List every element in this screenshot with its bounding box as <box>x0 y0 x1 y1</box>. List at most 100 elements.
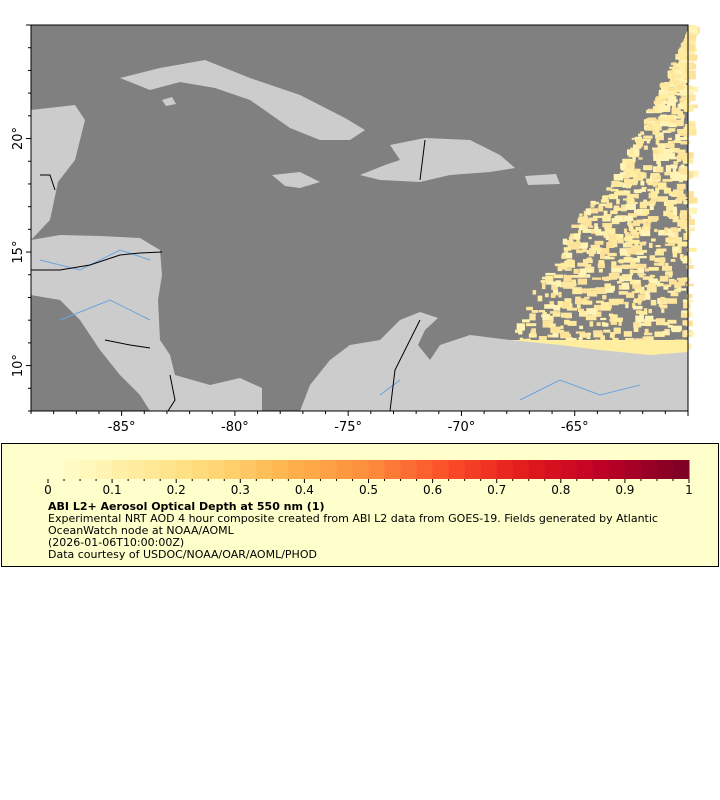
aod-pixel <box>564 268 572 271</box>
aod-pixel <box>643 145 648 150</box>
aod-pixel <box>672 62 677 69</box>
aod-pixel <box>670 164 678 169</box>
aod-pixel <box>683 301 690 304</box>
aod-pixel <box>676 84 683 90</box>
aod-pixel <box>562 301 570 308</box>
aod-pixel <box>584 296 590 300</box>
aod-pixel <box>651 238 656 242</box>
aod-pixel <box>644 328 649 336</box>
aod-pixel <box>672 168 677 173</box>
aod-pixel <box>608 234 618 239</box>
aod-pixel <box>651 278 658 286</box>
aod-pixel <box>591 311 602 317</box>
aod-pixel <box>623 331 632 337</box>
aod-pixel <box>665 114 672 118</box>
aod-pixel <box>674 232 679 239</box>
aod-pixel <box>587 269 593 273</box>
aod-pixel <box>595 287 606 294</box>
aod-pixel <box>571 224 582 228</box>
aod-pixel <box>677 277 684 281</box>
aod-pixel <box>631 266 638 269</box>
aod-pixel <box>632 178 638 186</box>
aod-pixel <box>687 197 698 204</box>
aod-pixel <box>579 325 584 330</box>
aod-pixel <box>659 115 665 122</box>
aod-pixel <box>645 291 649 295</box>
aod-pixel <box>657 163 662 168</box>
aod-pixel <box>682 320 688 326</box>
aod-pixel <box>639 274 644 278</box>
legend-panel: 0 0.1 0.2 0.3 0.4 0.5 0.6 0.7 0.8 0.9 1 ABI L2+ Ae… <box>1 443 719 567</box>
colorbar-cell <box>480 460 498 479</box>
aod-pixel <box>652 180 658 187</box>
aod-pixel <box>643 199 648 203</box>
aod-pixel <box>593 330 603 334</box>
aod-pixel <box>653 166 659 173</box>
aod-pixel <box>633 189 642 194</box>
aod-pixel <box>623 178 630 185</box>
aod-pixel <box>604 224 612 230</box>
aod-pixel <box>545 272 556 276</box>
aod-pixel <box>667 237 678 241</box>
aod-pixel <box>604 287 614 293</box>
south-america <box>300 312 688 411</box>
aod-pixel <box>677 103 689 110</box>
aod-pixel <box>649 274 655 278</box>
aod-pixel <box>628 171 638 178</box>
aod-pixel <box>687 152 694 159</box>
aod-pixel <box>686 320 693 327</box>
aod-pixel <box>606 187 612 191</box>
aod-pixel <box>686 219 695 226</box>
aod-pixel <box>659 96 663 100</box>
rivers <box>39 249 641 401</box>
aod-pixel <box>559 331 570 335</box>
aod-pixel <box>667 324 673 328</box>
colorbar-cell <box>128 460 145 479</box>
colorbar-cell <box>608 460 626 479</box>
land <box>31 60 688 411</box>
aod-pixel <box>564 260 574 268</box>
aod-pixel <box>643 308 648 314</box>
aod-pixel <box>522 319 530 323</box>
aod-pixel <box>531 328 537 335</box>
aod-pixel <box>687 121 696 127</box>
aod-pixel <box>621 204 628 207</box>
aod-pixel <box>681 70 685 78</box>
aod-pixel <box>585 208 592 216</box>
colorbar-cell <box>80 460 97 479</box>
aod-pixel <box>518 327 523 335</box>
aod-pixel <box>667 319 677 324</box>
aod-pixel <box>588 217 598 222</box>
aod-pixel <box>688 26 698 33</box>
aod-pixel <box>595 300 604 304</box>
aod-pixel <box>625 241 633 247</box>
aod-pixel <box>598 205 604 212</box>
aod-pixel <box>677 227 681 232</box>
aod-pixel <box>621 282 629 290</box>
aod-pixel <box>632 154 636 162</box>
aod-pixel <box>588 236 592 240</box>
aod-pixel <box>651 173 657 179</box>
aod-pixel <box>587 257 592 261</box>
aod-pixel <box>635 338 644 342</box>
aod-pixel <box>541 276 547 280</box>
aod-pixel <box>679 98 685 102</box>
aod-pixel <box>683 303 691 309</box>
cuba <box>120 60 365 140</box>
aod-pixel <box>658 248 667 252</box>
aod-pixel <box>611 266 622 273</box>
aod-pixel <box>562 238 568 245</box>
aod-pixel <box>639 189 646 192</box>
aod-pixel <box>610 314 618 319</box>
aod-pixel <box>673 208 678 216</box>
aod-pixel <box>588 249 595 257</box>
aod-pixel <box>616 198 620 205</box>
aod-pixel <box>682 260 693 264</box>
colorbar-cell <box>304 460 321 479</box>
aod-pixel <box>662 100 668 105</box>
aod-pixel <box>673 139 681 144</box>
aod-pixel <box>629 279 635 285</box>
aod-pixel <box>623 228 628 234</box>
aod-pixel <box>594 240 604 245</box>
aod-pixel <box>635 193 639 199</box>
